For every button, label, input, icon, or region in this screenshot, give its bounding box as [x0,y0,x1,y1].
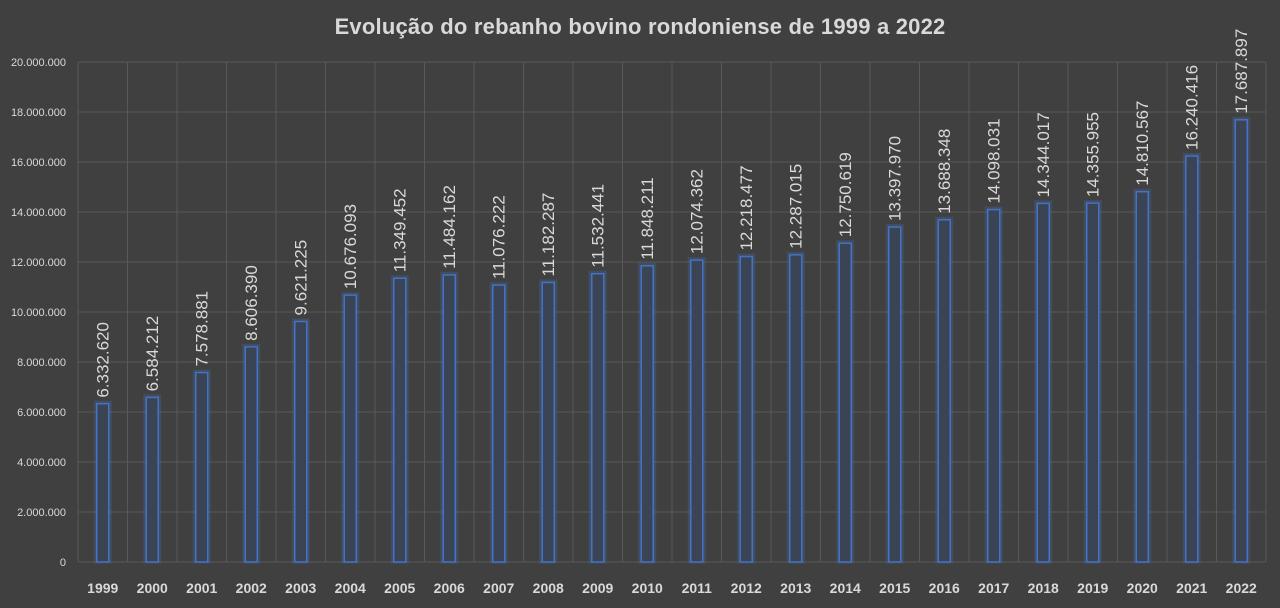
x-tick-label: 2015 [879,580,910,596]
x-tick-label: 2007 [483,580,514,596]
x-tick-label: 2014 [830,580,861,596]
bar [145,396,159,563]
data-label: 10.676.093 [341,204,360,289]
bar [294,320,308,563]
bar [937,219,951,563]
x-tick-label: 2012 [731,580,762,596]
data-label: 16.240.416 [1183,65,1202,150]
data-label: 9.621.225 [292,240,311,316]
bar [1234,119,1248,563]
bar [690,259,704,563]
data-label: 14.355.955 [1084,112,1103,197]
data-label: 6.584.212 [143,316,162,392]
bar [1086,202,1100,563]
bar [393,277,407,563]
x-tick-label: 2018 [1028,580,1059,596]
bar [343,294,357,563]
x-tick-label: 2019 [1077,580,1108,596]
y-tick-label: 14.000.000 [11,207,66,219]
x-tick-label: 2017 [978,580,1009,596]
x-tick-label: 2002 [236,580,267,596]
x-tick-label: 2006 [434,580,465,596]
bar [195,371,209,563]
x-tick-label: 2000 [137,580,168,596]
y-tick-label: 6.000.000 [17,407,66,419]
x-tick-label: 2022 [1226,580,1257,596]
data-label: 11.484.162 [440,185,459,269]
data-label: 12.750.619 [836,152,855,237]
y-tick-label: 10.000.000 [11,307,66,319]
data-label: 11.182.287 [539,193,558,277]
y-tick-label: 2.000.000 [17,507,66,519]
bar [1135,190,1149,563]
data-label: 17.687.897 [1232,29,1251,114]
data-label: 14.098.031 [985,118,1004,203]
x-tick-label: 2004 [335,580,366,596]
data-label: 7.578.881 [193,291,212,367]
data-label: 11.532.441 [589,184,608,268]
bar [838,242,852,563]
bar [1036,202,1050,563]
x-tick-label: 2001 [186,580,217,596]
data-label: 11.848.211 [638,177,657,260]
chart-title: Evolução do rebanho bovino rondoniense d… [334,14,946,39]
x-tick-label: 2003 [285,580,316,596]
data-label: 14.344.017 [1034,112,1053,197]
x-tick-label: 2010 [632,580,663,596]
x-tick-label: 2020 [1127,580,1158,596]
bar [640,265,654,563]
data-label: 14.810.567 [1133,101,1152,186]
data-label: 8.606.390 [242,265,261,341]
data-label: 12.287.015 [787,164,806,249]
x-tick-label: 2008 [533,580,564,596]
y-tick-label: 12.000.000 [11,257,66,269]
y-tick-label: 0 [60,557,66,569]
x-tick-label: 2016 [929,580,960,596]
bar [1185,155,1199,563]
data-label: 11.349.452 [391,188,410,272]
y-tick-label: 4.000.000 [17,457,66,469]
y-tick-label: 8.000.000 [17,357,66,369]
data-label: 13.688.348 [935,129,954,214]
y-tick-label: 16.000.000 [11,157,66,169]
x-tick-label: 2013 [780,580,811,596]
bar [591,272,605,563]
bar [96,402,110,563]
y-tick-label: 18.000.000 [11,107,66,119]
bar [789,254,803,563]
data-label: 12.218.477 [737,165,756,250]
x-tick-label: 2005 [384,580,415,596]
bar [442,274,456,563]
bar [541,281,555,563]
y-tick-label: 20.000.000 [11,57,66,69]
x-tick-label: 2021 [1176,580,1207,596]
x-tick-label: 1999 [87,580,118,596]
x-tick-label: 2011 [682,580,713,596]
bar [987,208,1001,563]
data-label: 11.076.222 [490,195,509,279]
data-label: 12.074.362 [688,169,707,254]
bar [244,346,258,563]
bar [492,284,506,563]
data-label: 6.332.620 [94,322,113,398]
bar [888,226,902,563]
data-label: 13.397.970 [886,136,905,221]
x-tick-label: 2009 [582,580,613,596]
bar [739,255,753,563]
